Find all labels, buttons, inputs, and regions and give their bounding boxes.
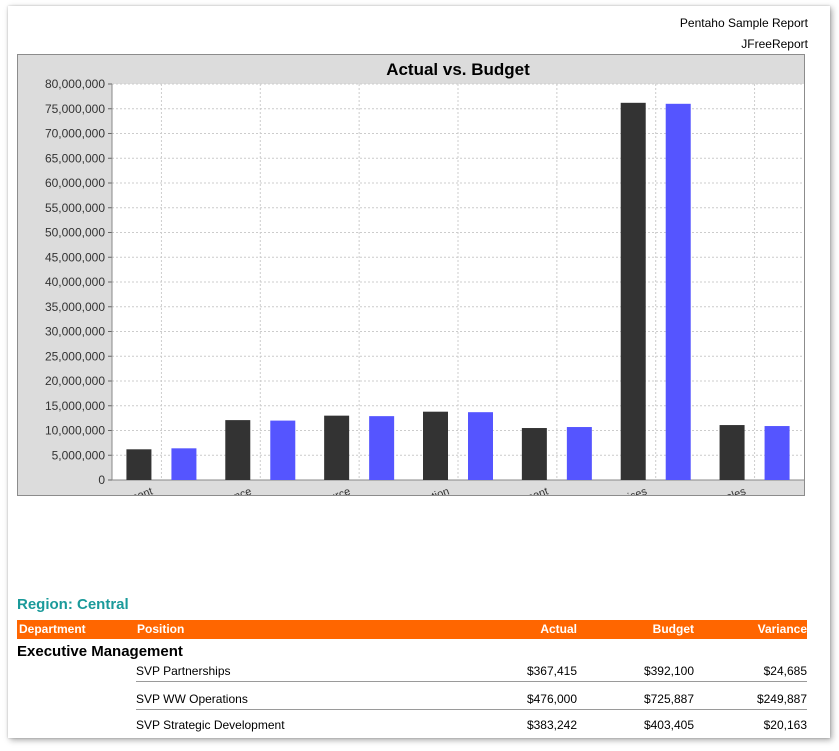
row-divider [136,709,807,710]
cell-budget: $725,887 [643,692,694,706]
y-tick-label: 5,000,000 [52,448,106,462]
bar-series1-4 [521,428,547,480]
row-divider [136,681,807,682]
report-header-title: Pentaho Sample Report [679,16,808,30]
bar-series2-0 [171,448,197,480]
header-actual: Actual [540,622,577,636]
header-budget: Budget [652,622,694,636]
y-tick-label: 50,000,000 [45,226,105,240]
y-tick-label: 35,000,000 [45,300,105,314]
y-tick-label: 70,000,000 [45,127,105,141]
bar-series1-1 [225,420,251,480]
bar-series2-6 [764,426,790,480]
x-tick-label: ment [127,486,154,496]
bar-series2-5 [665,103,691,481]
y-tick-label: 55,000,000 [45,201,105,215]
bar-series1-5 [620,102,646,480]
x-tick-label: ales [725,485,749,496]
cell-position: SVP WW Operations [136,692,248,706]
bar-series2-2 [369,416,395,480]
table-row: SVP WW Operations $476,000 $725,887 $249… [136,688,807,710]
bar-series1-3 [423,411,448,480]
y-tick-label: 30,000,000 [45,325,105,339]
bar-series2-3 [468,412,493,480]
y-tick-label: 15,000,000 [45,399,105,413]
chart-canvas: Actual vs. Budget 0 5,000,000 10,000,000 15,… [45,60,804,496]
x-tick-label: nce [233,486,254,496]
x-tick-label: ment [523,486,550,496]
cell-actual: $476,000 [526,692,577,706]
y-tick-label: 20,000,000 [45,374,105,388]
department-group-title: Executive Management [17,643,183,660]
region-title: Region: Central [17,596,129,613]
bar-series2-1 [270,420,296,480]
table-row: SVP Strategic Development $383,242 $403,… [136,714,807,736]
y-tick-label: 45,000,000 [45,250,105,264]
report-header-subtitle: JFreeReport [741,37,808,51]
header-position: Position [137,622,185,636]
x-tick-label: ation [425,486,452,496]
y-tick-label: 0 [98,473,105,487]
cell-actual: $367,415 [526,664,577,678]
cell-variance: $20,163 [763,718,807,732]
cell-variance: $24,685 [763,664,807,678]
cell-position: SVP Strategic Development [136,718,285,732]
header-variance: Variance [757,622,807,636]
table-header: Department Position Actual Budget Varian… [17,620,807,639]
x-tick-label: ices [626,485,649,496]
cell-variance: $249,887 [756,692,807,706]
bar-series1-6 [719,425,745,480]
y-tick-label: 80,000,000 [45,77,105,91]
table-row: SVP Partnerships $367,415 $392,100 $24,6… [136,660,807,682]
y-tick-label: 40,000,000 [45,275,105,289]
bar-series1-2 [324,415,350,480]
cell-position: SVP Partnerships [136,664,231,678]
bar-series1-0 [126,449,152,480]
y-tick-label: 60,000,000 [45,176,105,190]
x-tick-label: urce [328,486,352,496]
cell-budget: $403,405 [643,718,694,732]
y-tick-label: 10,000,000 [45,424,105,438]
cell-actual: $383,242 [526,718,577,732]
y-tick-label: 25,000,000 [45,349,105,363]
report-page: Pentaho Sample Report JFreeReport Actual… [8,6,830,738]
header-department: Department [19,622,86,636]
cell-budget: $392,100 [643,664,694,678]
chart-title: Actual vs. Budget [386,60,530,79]
actual-vs-budget-chart: Actual vs. Budget 0 5,000,000 10,000,000 15,… [17,54,805,496]
bar-series2-4 [566,427,592,480]
y-tick-label: 65,000,000 [45,151,105,165]
y-tick-label: 75,000,000 [45,102,105,116]
